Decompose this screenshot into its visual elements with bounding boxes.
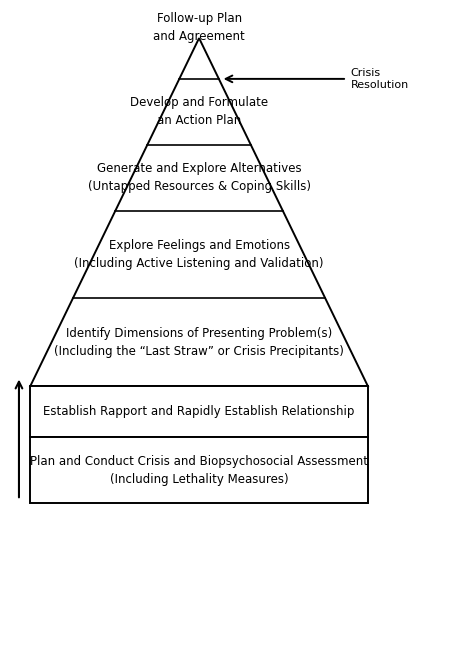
Text: Follow-up Plan
and Agreement: Follow-up Plan and Agreement [153,12,245,42]
Text: Generate and Explore Alternatives
(Untapped Resources & Coping Skills): Generate and Explore Alternatives (Untap… [88,162,310,193]
Text: Identify Dimensions of Presenting Problem(s)
(Including the “Last Straw” or Cris: Identify Dimensions of Presenting Proble… [54,326,344,358]
Text: Plan and Conduct Crisis and Biopsychosocial Assessment
(Including Lethality Meas: Plan and Conduct Crisis and Biopsychosoc… [30,455,368,486]
Text: Explore Feelings and Emotions
(Including Active Listening and Validation): Explore Feelings and Emotions (Including… [74,239,324,270]
Text: Develop and Formulate
an Action Plan: Develop and Formulate an Action Plan [130,96,268,127]
Bar [30,386,368,438]
Polygon shape [30,38,368,386]
Text: Establish Rapport and Rapidly Establish Relationship: Establish Rapport and Rapidly Establish … [44,406,355,419]
Text: Crisis
Resolution: Crisis Resolution [351,68,409,90]
Bar [30,438,368,503]
